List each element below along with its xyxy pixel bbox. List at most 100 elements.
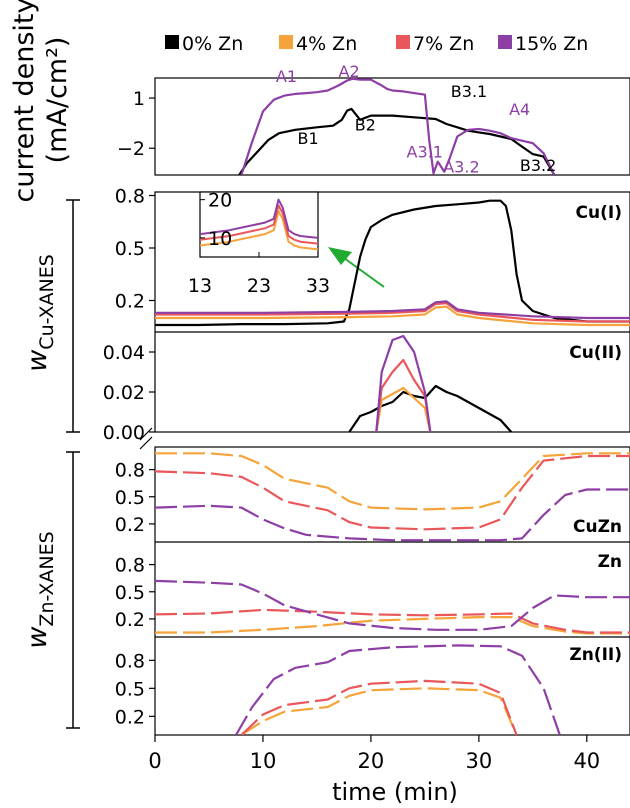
annotation: A2 [339,62,360,81]
series-line [240,687,518,735]
series-group [155,579,630,635]
y-tick-label: 0.5 [115,582,145,604]
y-axis-bracket-cu [66,199,80,433]
y-tick-label: 0.8 [115,186,145,208]
panel-label: Cu(I) [576,203,622,223]
annotation: A1 [276,67,297,86]
legend-swatch [279,35,293,49]
series-line [375,386,432,432]
series-line [235,644,561,735]
panel-zn2: 0.8 0.5 0.2 Zn(II) [115,644,622,735]
series-group [235,644,561,735]
legend-label: 15% Zn [515,33,588,55]
x-tick-label: 10 [250,749,277,773]
panel-cu1: 0.8 0.5 0.2 Cu(I) 20 10 13 23 33 [115,186,630,327]
annotation: A3.1 [407,142,443,161]
x-axis-label: time (min) [332,778,458,806]
panel-label: CuZn [573,517,622,537]
legend-entry: 0% Zn [165,33,243,55]
series-group [155,452,630,542]
series-line [155,454,630,531]
series-line [155,608,630,634]
series-group [348,334,513,432]
x-tick-label: 40 [573,749,600,773]
legend-swatch [396,35,410,49]
x-tick-label: 0 [148,749,161,773]
series-line [155,305,630,327]
legend-label: 0% Zn [182,33,243,55]
panel-zn-frame [154,446,630,736]
y-tick-label: 0.5 [115,678,145,700]
series-line [155,488,630,542]
y-tick-label: 0.8 [115,555,145,577]
y-tick-label: 0.02 [103,382,145,404]
panel-current: 1 −2 A1 A2 B1 B2 B3.1 A3.1A3.2 B3.2 A4 [117,62,556,176]
panel-cu2: 0.04 0.02 0.00 Cu(II) [103,334,622,444]
y-tick-label: 0.00 [103,422,145,444]
inset-arrow [328,247,385,288]
y-tick-label: 0.8 [115,650,145,672]
series-group [238,78,556,175]
series-line [348,384,513,432]
annotation: A4 [509,100,530,119]
legend-label: 4% Zn [296,33,357,55]
y-axis-label-cu: wCu-XANES [22,254,58,372]
y-axis-label-zn: wZn-XANES [22,531,58,648]
panel-current-frame [154,77,630,176]
y-axis-label-current-line2: (mA/cm²) [42,37,73,164]
inset-y-tick-label: 10 [208,228,232,250]
svg-text:wZn-XANES: wZn-XANES [22,531,58,648]
legend-swatch [165,35,179,49]
panel-label: Cu(II) [569,343,622,363]
annotation: B3.2 [520,156,556,175]
x-axis: 0 10 20 30 40 [148,735,600,773]
series-line [375,334,432,432]
y-axis-label-cu-main: w [22,349,53,372]
annotation: A3.2 [443,157,479,176]
panel-cuzn: 0.8 0.5 0.2 CuZn [115,452,630,542]
inset-x-tick-label: 23 [247,275,271,297]
y-axis-label-cu-sub: Cu-XANES [36,254,58,350]
legend-entry: 4% Zn [279,33,357,55]
inset-series-group [200,198,318,251]
legend-label: 7% Zn [413,33,474,55]
inset-series-line [200,204,318,245]
axis-break-marks [139,427,153,450]
inset-x-tick-label: 33 [306,275,330,297]
y-tick-label: 0.5 [115,238,145,260]
series-line [240,78,556,175]
y-tick-label: 0.8 [115,460,145,482]
series-line [155,615,630,635]
inset: 20 10 13 23 33 [188,190,330,297]
y-tick-label: 0.04 [103,342,145,364]
series-line [238,107,556,175]
inset-x-tick-label: 13 [188,275,212,297]
y-axis-label-zn-sub: Zn-XANES [36,531,58,626]
series-group [155,199,630,327]
x-tick-label: 30 [465,749,492,773]
plots: 1 −2 A1 A2 B1 B2 B3.1 A3.1A3.2 B3.2 A4 0.8 0.5 0.2 Cu… [103,62,630,773]
series-line [155,579,630,631]
y-tick-label: 1 [133,88,145,110]
inset-series-line [200,210,318,251]
svg-text:wCu-XANES: wCu-XANES [22,254,58,372]
x-tick-label: 20 [358,749,385,773]
legend: 0% Zn 4% Zn 7% Zn 15% Zn [165,33,588,55]
series-line [155,199,630,327]
y-axis-label-current-line1: current density [9,0,40,202]
inset-y-tick-label: 20 [208,190,232,212]
series-line [240,679,518,735]
panel-zn: 0.8 0.5 0.2 Zn [115,552,630,635]
annotation: B3.1 [451,82,487,101]
series-line [375,358,432,432]
y-axis-label-zn-main: w [22,626,53,649]
y-tick-label: 0.2 [115,291,145,313]
legend-entry: 7% Zn [396,33,474,55]
annotation: B2 [355,116,376,135]
panel-frames [154,77,630,736]
series-line [155,452,630,511]
y-tick-label: 0.2 [115,514,145,536]
panel-label: Zn(II) [569,645,622,665]
y-axis-bracket-zn [66,451,80,729]
